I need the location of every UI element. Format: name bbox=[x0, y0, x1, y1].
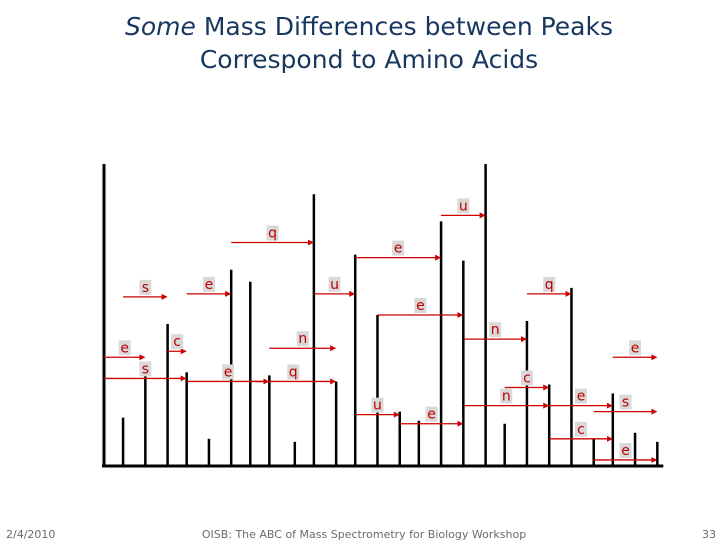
difference-label-bg-6 bbox=[457, 198, 470, 214]
difference-label-bg-13 bbox=[629, 340, 642, 356]
difference-label-bg-12 bbox=[296, 331, 309, 347]
difference-label-bg-22 bbox=[425, 406, 438, 422]
difference-label-bg-1 bbox=[139, 279, 152, 295]
difference-label-bg-14 bbox=[139, 361, 152, 377]
amino-acid-label-13: e bbox=[631, 340, 640, 356]
difference-label-bg-16 bbox=[287, 364, 300, 380]
difference-label-bg-17 bbox=[500, 388, 513, 404]
amino-acid-label-9: q bbox=[545, 277, 554, 293]
difference-label-bg-21 bbox=[371, 397, 384, 413]
peaks-group bbox=[102, 164, 659, 466]
difference-label-bg-20 bbox=[619, 394, 632, 410]
amino-acid-label-15: e bbox=[224, 364, 233, 380]
amino-acid-label-20: s bbox=[622, 395, 629, 411]
amino-acid-label-21: u bbox=[373, 398, 382, 414]
difference-label-bg-7 bbox=[414, 298, 427, 313]
amino-acid-label-22: e bbox=[427, 407, 436, 423]
difference-label-bg-3 bbox=[266, 225, 279, 241]
amino-acid-label-19: e bbox=[577, 389, 586, 405]
amino-acid-label-24: e bbox=[621, 443, 630, 459]
difference-label-bg-19 bbox=[575, 388, 587, 404]
amino-acid-label-4: u bbox=[330, 277, 339, 293]
difference-label-bg-4 bbox=[328, 276, 341, 292]
footer-date: 2/4/2010 bbox=[6, 528, 56, 541]
amino-acid-label-1: s bbox=[142, 280, 149, 296]
amino-acid-label-8: n bbox=[491, 322, 500, 338]
amino-acid-label-2: e bbox=[205, 277, 214, 293]
amino-acid-label-23: c bbox=[577, 422, 585, 438]
difference-label-bg-9 bbox=[543, 276, 556, 292]
amino-acid-label-7: e bbox=[416, 298, 425, 314]
title-emphasis: Some bbox=[124, 12, 196, 41]
difference-label-bg-8 bbox=[489, 322, 502, 338]
title-line-2: Correspond to Amino Acids bbox=[199, 45, 539, 74]
difference-label-bg-24 bbox=[619, 442, 632, 458]
footer-title: OISB: The ABC of Mass Spectrometry for B… bbox=[201, 528, 527, 541]
difference-label-bg-23 bbox=[575, 421, 587, 437]
amino-acid-label-11: c bbox=[173, 334, 181, 350]
amino-acid-label-18: c bbox=[523, 370, 531, 386]
amino-acid-label-3: q bbox=[268, 226, 277, 242]
slide-title: Some Mass Differences between Peaks Corr… bbox=[0, 10, 728, 76]
amino-acid-label-5: e bbox=[394, 241, 403, 257]
amino-acid-label-17: n bbox=[502, 389, 511, 405]
difference-label-bg-18 bbox=[520, 370, 533, 386]
amino-acid-label-16: q bbox=[289, 364, 298, 380]
difference-label-bg-10 bbox=[118, 340, 131, 356]
title-line-1-rest: Mass Differences between Peaks bbox=[203, 12, 614, 41]
amino-acid-label-6: u bbox=[459, 198, 468, 214]
amino-acid-label-12: n bbox=[298, 331, 307, 347]
difference-label-bg-15 bbox=[222, 364, 235, 380]
difference-label-bg-2 bbox=[202, 276, 215, 292]
slide-number: 33 bbox=[702, 528, 716, 541]
title-line-1: Some Mass Differences between Peaks bbox=[0, 10, 728, 43]
difference-label-bg-5 bbox=[392, 240, 405, 256]
amino-acid-label-10: e bbox=[120, 340, 129, 356]
difference-label-bg-11 bbox=[171, 334, 184, 350]
amino-acid-label-14: s bbox=[142, 361, 149, 377]
